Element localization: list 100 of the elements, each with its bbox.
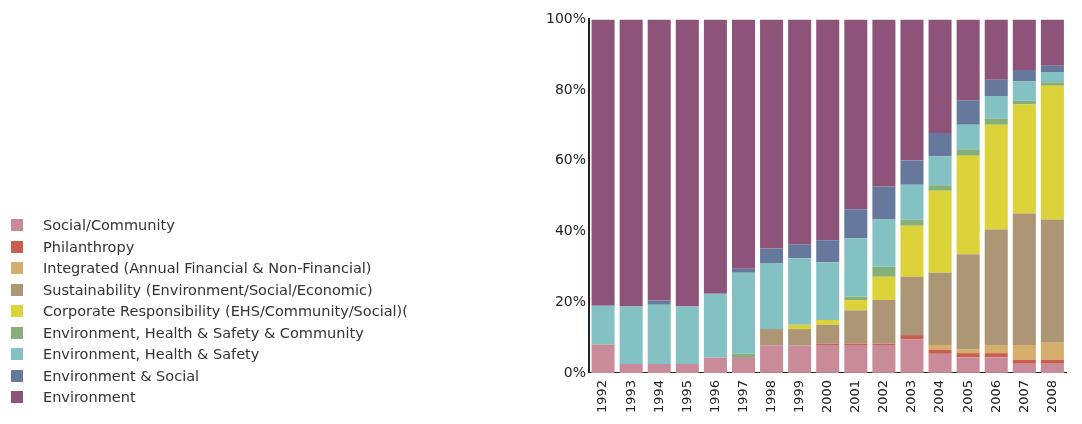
- bar: [928, 353, 952, 373]
- bar: [1040, 359, 1064, 364]
- bar: [1012, 213, 1036, 345]
- bar: [788, 345, 812, 373]
- bar: [703, 19, 727, 294]
- legend-label: Sustainability (Environment/Social/Economic): [43, 281, 373, 298]
- legend-label: Social/Community: [43, 217, 175, 234]
- bar: [788, 258, 812, 325]
- bar: [1012, 19, 1036, 70]
- x-tick-label: 2000: [819, 379, 835, 414]
- bar: [928, 132, 952, 157]
- bar: [760, 345, 784, 373]
- bar: [872, 186, 896, 220]
- y-tick-label: 80%: [554, 80, 587, 97]
- y-tick-label: 60%: [554, 151, 587, 168]
- bar: [675, 19, 699, 307]
- bar: [619, 364, 643, 373]
- bar: [984, 96, 1008, 119]
- legend-label: Environment, Health & Safety & Community: [43, 324, 364, 341]
- bar: [900, 276, 924, 336]
- legend-label: Integrated (Annual Financial & Non-Financial): [43, 260, 372, 277]
- bar: [619, 306, 643, 365]
- bar: [1040, 342, 1064, 360]
- bar: [900, 339, 924, 373]
- bar: [731, 19, 755, 269]
- bar: [1012, 69, 1036, 82]
- y-tick-label: 0%: [563, 363, 587, 380]
- x-tick-label: 1998: [762, 379, 778, 414]
- bar: [591, 19, 615, 306]
- bar: [844, 300, 868, 311]
- bar: [1040, 219, 1064, 343]
- bar: [844, 310, 868, 344]
- bar: [928, 349, 952, 354]
- bar: [984, 79, 1008, 97]
- x-tick-label: 1997: [734, 379, 750, 414]
- bar: [956, 155, 980, 255]
- x-tick-label: 1993: [622, 379, 638, 414]
- bar: [647, 19, 671, 301]
- bar: [816, 240, 840, 263]
- bar: [844, 19, 868, 210]
- bar: [984, 19, 1008, 80]
- bar: [984, 229, 1008, 345]
- y-tick-label: 40%: [554, 222, 587, 239]
- bar: [1012, 100, 1036, 105]
- bar: [731, 268, 755, 273]
- x-tick-label: 1996: [706, 379, 722, 414]
- legend-label: Environment: [43, 389, 136, 406]
- bar: [731, 272, 755, 354]
- bar: [956, 149, 980, 156]
- bar: [844, 344, 868, 373]
- bar: [872, 344, 896, 373]
- y-tick-label: 20%: [554, 292, 587, 309]
- bar: [956, 100, 980, 125]
- bar: [956, 19, 980, 101]
- x-tick-label: 1995: [678, 379, 694, 414]
- bar: [591, 344, 615, 373]
- bar: [1040, 72, 1064, 83]
- bar: [928, 272, 952, 345]
- bar: [1012, 359, 1036, 364]
- bar: [928, 156, 952, 186]
- x-tick-label: 2003: [903, 379, 919, 414]
- bar: [928, 190, 952, 273]
- bar: [731, 353, 755, 358]
- bar: [647, 364, 671, 373]
- bar: [1040, 65, 1064, 73]
- bar: [1040, 82, 1064, 86]
- bar: [816, 344, 840, 373]
- x-tick-label: 2001: [847, 379, 863, 414]
- legend-label: Philanthropy: [43, 238, 135, 255]
- bar: [1012, 363, 1036, 373]
- bar: [619, 19, 643, 307]
- bar: [872, 300, 896, 344]
- bar: [984, 353, 1008, 358]
- bar: [872, 276, 896, 301]
- bar: [675, 306, 699, 365]
- bar: [984, 124, 1008, 230]
- bar: [760, 19, 784, 249]
- bar: [760, 329, 784, 346]
- x-tick-label: 2002: [875, 379, 891, 414]
- bar: [647, 304, 671, 365]
- bar: [872, 266, 896, 277]
- bar: [956, 353, 980, 358]
- legend-label: Environment & Social: [43, 367, 200, 384]
- bar: [816, 19, 840, 241]
- bar: [703, 357, 727, 373]
- y-tick-label: 100%: [545, 10, 587, 27]
- bar: [788, 329, 812, 346]
- bar: [984, 344, 1008, 354]
- bar: [956, 357, 980, 373]
- bar: [928, 344, 952, 350]
- bar: [816, 324, 840, 344]
- bar: [1040, 363, 1064, 373]
- bar: [872, 19, 896, 187]
- bar: [956, 124, 980, 150]
- bar: [844, 209, 868, 239]
- bar: [900, 160, 924, 185]
- bar: [816, 262, 840, 320]
- x-tick-label: 1994: [650, 379, 666, 414]
- bar: [675, 364, 699, 373]
- bar: [928, 19, 952, 133]
